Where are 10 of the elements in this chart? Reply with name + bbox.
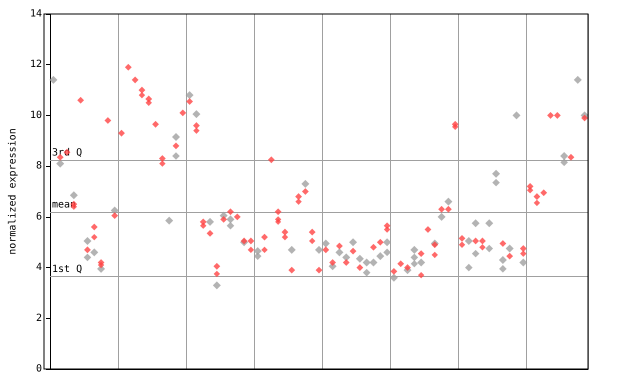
y-tick-label: 0 <box>36 364 42 374</box>
y-tick-label: 6 <box>36 211 42 222</box>
y-tick-label: 2 <box>36 312 42 324</box>
y-tick-label: 4 <box>36 262 42 274</box>
y-tick-label: 8 <box>36 160 42 172</box>
y-tick-label: 10 <box>30 110 42 121</box>
ref-line-label: 1st Q <box>52 264 82 275</box>
y-tick-label: 12 <box>30 59 42 70</box>
y-tick-label: 14 <box>30 8 42 20</box>
y-axis-title: normalized expression <box>8 128 18 255</box>
